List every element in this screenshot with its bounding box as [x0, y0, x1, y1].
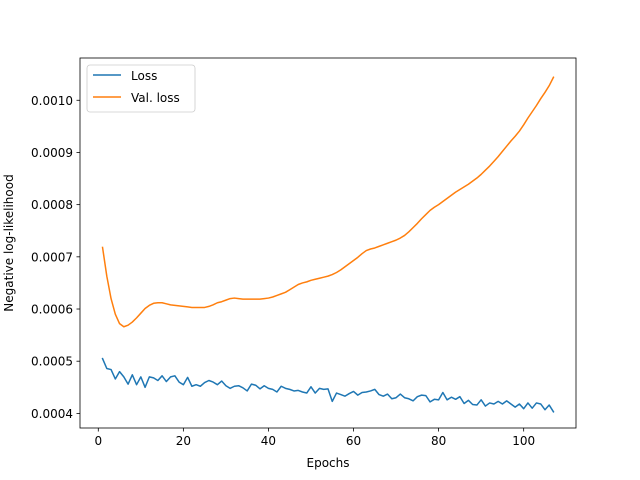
- y-axis-ticks: 0.0004 0.0005 0.0006 0.0007 0.0008 0.0009 0.00…: [31, 94, 80, 421]
- x-axis-label: Epochs: [307, 456, 350, 470]
- y-tick-label: 0.0010: [31, 94, 73, 108]
- x-tick-label: 20: [176, 434, 191, 448]
- series-layer: [101, 76, 555, 413]
- legend-label-loss: Loss: [131, 69, 157, 83]
- y-axis-label: Negative log-likelihood: [2, 174, 16, 311]
- x-tick-label: 60: [346, 434, 361, 448]
- y-tick-label: 0.0008: [31, 198, 73, 212]
- legend: Loss Val. loss: [86, 64, 196, 113]
- x-tick-label: 80: [431, 434, 446, 448]
- plot-area: [80, 58, 576, 428]
- series-line-val-loss: [101, 76, 555, 328]
- y-tick-label: 0.0007: [31, 250, 73, 264]
- y-tick-label: 0.0004: [31, 407, 73, 421]
- legend-label-val-loss: Val. loss: [131, 91, 180, 105]
- y-tick-label: 0.0006: [31, 303, 73, 317]
- x-tick-label: 0: [94, 434, 102, 448]
- y-tick-label: 0.0009: [31, 146, 73, 160]
- y-tick-label: 0.0005: [31, 355, 73, 369]
- legend-box: [86, 64, 196, 113]
- x-axis-ticks: 0 20 40 60 80 100: [94, 428, 535, 448]
- series-line-loss: [101, 357, 555, 413]
- x-tick-label: 100: [512, 434, 535, 448]
- x-tick-label: 40: [261, 434, 276, 448]
- plot-frame: [79, 57, 577, 429]
